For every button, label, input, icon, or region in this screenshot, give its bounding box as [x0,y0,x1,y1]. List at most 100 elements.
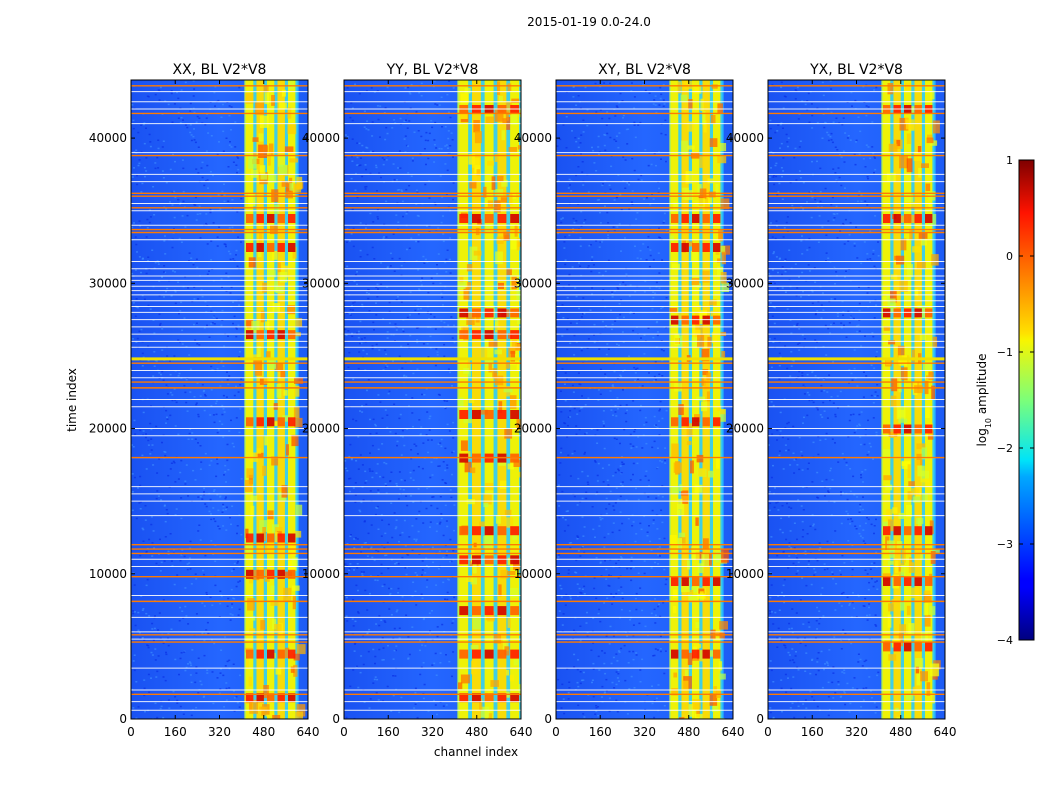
y-tick-label: 0 [332,712,340,726]
rfi-band [556,357,733,361]
hot-spot [256,569,264,579]
panel-title: YX, BL V2*V8 [809,62,903,78]
colorbar-tick-label: −3 [997,538,1013,551]
y-tick-label: 0 [756,712,764,726]
colorbar-gradient [1018,159,1035,641]
hot-spot [277,417,285,427]
hot-spot [288,649,296,659]
hot-spot [883,577,891,586]
x-tick-label: 480 [252,725,275,739]
hot-spot [692,214,700,223]
x-tick-label: 480 [677,725,700,739]
hot-spot [893,526,901,536]
hot-spot [681,214,689,223]
hot-spot [904,526,912,536]
y-tick-label: 10000 [514,567,552,581]
hot-spot [671,577,679,586]
hot-spot [702,214,710,223]
y-tick-label: 10000 [89,567,127,581]
hot-spot [459,649,469,659]
hot-spot [256,693,264,703]
x-tick-label: 0 [127,725,135,739]
colorbar-tick-label: −1 [997,346,1013,359]
hot-spot [883,642,891,652]
hot-spot [713,214,721,223]
heatmap-image [131,80,308,719]
hot-spot [702,577,710,586]
hot-spot [288,214,296,223]
panel-title: YY, BL V2*V8 [386,62,479,78]
hot-spot [692,243,700,252]
y-tick-label: 20000 [726,422,764,436]
hot-spot [267,649,275,659]
hot-spot [246,693,254,703]
hot-spot [893,308,901,318]
x-tick-label: 640 [934,725,957,739]
hot-spot [497,526,507,536]
hot-spot [713,649,721,659]
hot-spot [288,569,296,579]
x-tick-label: 160 [377,725,400,739]
hot-spot [267,569,275,579]
hot-spot [713,417,721,427]
hot-spot [277,693,285,703]
hot-spot [246,569,254,579]
x-tick-label: 0 [340,725,348,739]
hot-spot [246,533,254,543]
hot-spot [277,649,285,659]
x-tick-label: 480 [465,725,488,739]
heatmap-panel-4: YX, BL V2*V8 0 160 320 480 640 0 10000 20000 3000… [726,62,957,739]
heatmap-image [556,80,733,719]
y-tick-label: 10000 [726,567,764,581]
hot-spot [713,577,721,586]
hot-spot [246,649,254,659]
hot-spot [256,243,264,252]
hot-spot [883,526,891,536]
y-tick-label: 20000 [89,422,127,436]
hot-spot [246,214,254,223]
y-tick-label: 30000 [302,276,340,290]
hot-spot [472,693,481,703]
hot-spot [472,649,481,659]
hot-spot [472,606,481,616]
heatmap-image [344,80,521,719]
hot-spot [925,577,933,586]
hot-spot [671,649,679,659]
hot-spot [925,214,933,223]
hot-spot [484,308,494,318]
colorbar-tick-label: −4 [997,634,1013,647]
panel-title: XY, BL V2*V8 [598,62,691,78]
hot-spot [267,417,275,427]
hot-spot [510,526,520,536]
hot-spot [484,526,494,536]
hot-spot [925,526,933,536]
hot-spot [671,243,679,252]
hot-spot [288,533,296,543]
hot-spot [459,308,469,318]
hot-spot [510,693,520,703]
hot-spot [904,642,912,652]
hot-spot [510,606,520,616]
rfi-band [344,357,521,361]
hot-spot [459,693,469,703]
hot-spot [277,214,285,223]
hot-spot [893,642,901,652]
hot-spot [472,555,481,565]
hot-spot [497,649,507,659]
hot-spot [692,417,700,427]
colorbar: 1 0 −1 −2 −3 −4 log10 amplitude [975,154,1035,647]
y-tick-label: 20000 [514,422,552,436]
hot-spot [459,214,469,223]
hot-spot [671,417,679,427]
x-tick-label: 0 [764,725,772,739]
hot-spot [510,308,520,318]
y-tick-label: 30000 [89,276,127,290]
hot-spot [497,410,507,419]
hot-spot [484,410,494,419]
hot-spot [497,606,507,616]
hot-spot [459,410,469,419]
hot-spot [681,417,689,427]
y-tick-label: 20000 [302,422,340,436]
hot-spot [267,214,275,223]
hot-spot [484,693,494,703]
